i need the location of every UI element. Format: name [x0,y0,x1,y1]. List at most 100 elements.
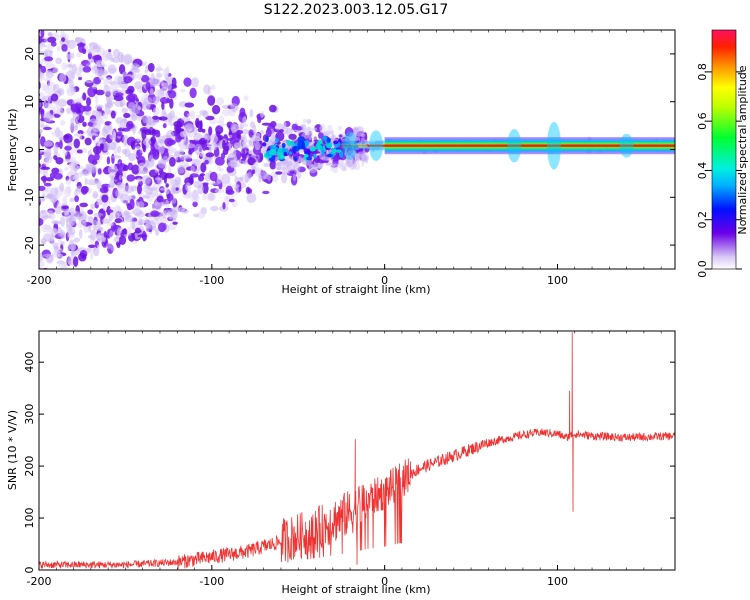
spectrogram-blob [317,144,323,151]
spectrogram-blob [42,157,50,166]
spectrogram-blob [274,161,282,171]
spectrogram-blob [109,230,114,239]
spectrogram-blob [62,195,68,206]
spectrogram-blob [253,132,261,139]
spectrogram-blob [291,145,300,152]
spectrogram-blob [97,72,104,76]
spectrogram-blob [257,116,262,124]
spectrogram-blob [106,156,111,165]
spectrogram-blob [159,187,168,191]
spectrogram-blob [283,121,287,131]
snr-x-tick-label: -200 [27,575,52,588]
spectrogram-blob [52,83,60,94]
spectrogram-blob [107,64,117,75]
spectrogram-blob [72,256,79,268]
spectrogram-blob [78,132,82,141]
spectrogram-blob [251,134,256,142]
spectrogram-blob [92,190,99,199]
spectrogram-blob [259,130,264,135]
spectrogram-blob [65,53,75,60]
spectrogram-blob [312,153,317,159]
snr-y-axis-label: SNR (10 * V/V) [6,410,19,490]
spectrogram-blob [309,147,315,152]
spectrogram-blob [90,203,96,210]
spectrogram-blob [29,119,36,128]
spectrogram-blob [214,188,225,193]
spectrogram-blob [74,195,80,203]
spectrogram-blob [165,199,169,210]
spectrogram-blob [39,128,44,134]
spectrogram-blob [39,185,46,191]
spectrogram-y-tick-label: -10 [23,188,36,206]
spectrogram-blob [30,33,38,38]
spectrogram-blob [302,118,308,124]
spectrogram-blob [140,74,150,83]
spectrogram-blob [174,176,181,186]
spectrogram-blob [43,224,52,231]
spectrogram-blob [27,37,35,41]
spectrogram-blob [302,158,312,166]
spectrogram-blob [102,201,107,211]
spectrogram-blob [152,107,160,116]
spectrogram-blob [87,209,94,215]
spectrogram-blob [98,76,104,81]
spectrogram-blob [88,226,92,233]
snr-y-tick-label: 0 [23,567,36,574]
spectrogram-blob [333,140,339,145]
spectrogram-blob [211,104,221,115]
spectrogram-blob [87,154,96,164]
spectrogram-blob [39,42,43,51]
spectrogram-ridge-onset [341,140,385,151]
spectrogram-blob [243,95,249,101]
colorbar-tick-label: 0.8 [696,63,709,81]
spectrogram-blob [40,30,45,39]
spectrogram-blob [178,206,186,212]
spectrogram-blob [70,103,79,113]
spectrogram-blob [123,164,129,172]
spectrogram-blob [179,130,188,138]
spectrogram-blob [296,171,302,179]
spectrogram-blob [194,143,203,155]
spectrogram-blob [197,184,204,195]
spectrogram-blob [32,270,38,273]
snr-y-tick-label: 300 [23,404,36,425]
spectrogram-blob [61,62,68,71]
spectrogram-blob [203,84,211,95]
spectrogram-blob [101,218,110,224]
spectrogram-blob [74,37,84,44]
spectrogram-blob [39,60,44,65]
spectrogram-blob [82,121,87,127]
spectrogram-y-tick-label: 20 [23,47,36,61]
spectrogram-blob [101,194,109,203]
snr-line-series [39,331,675,570]
spectrogram-blob [239,107,246,118]
spectrogram-blob [123,76,133,84]
spectrogram-blob [70,117,75,127]
spectrogram-blob [288,151,293,155]
spectrogram-blob [145,116,155,125]
spectrogram-blob [82,92,87,101]
spectrogram-blob [31,265,35,268]
spectrogram-blob [141,60,148,66]
spectrogram-blob [137,106,142,111]
spectrogram-blob [39,163,42,168]
spectrogram-blob [176,118,185,128]
spectrogram-blob [50,93,59,102]
spectrogram-blob [130,185,137,192]
spectrogram-blob [172,221,178,225]
spectrogram-blob [40,122,45,127]
spectrogram-blob [245,186,251,195]
spectrogram-blob [120,182,126,189]
spectrogram-blob [126,120,134,130]
spectrogram-blob [175,134,182,143]
spectrogram-blob [29,155,34,161]
spectrogram-blob [121,107,129,114]
spectrogram-blob [288,140,295,146]
spectrogram-blob [60,231,66,239]
spectrogram-blob [281,143,286,148]
spectrogram-blob [158,143,165,155]
spectrogram-blob [137,201,145,209]
spectrogram-blob [202,110,209,118]
spectrogram-blob [67,39,77,49]
spectrogram-blob [259,152,264,161]
